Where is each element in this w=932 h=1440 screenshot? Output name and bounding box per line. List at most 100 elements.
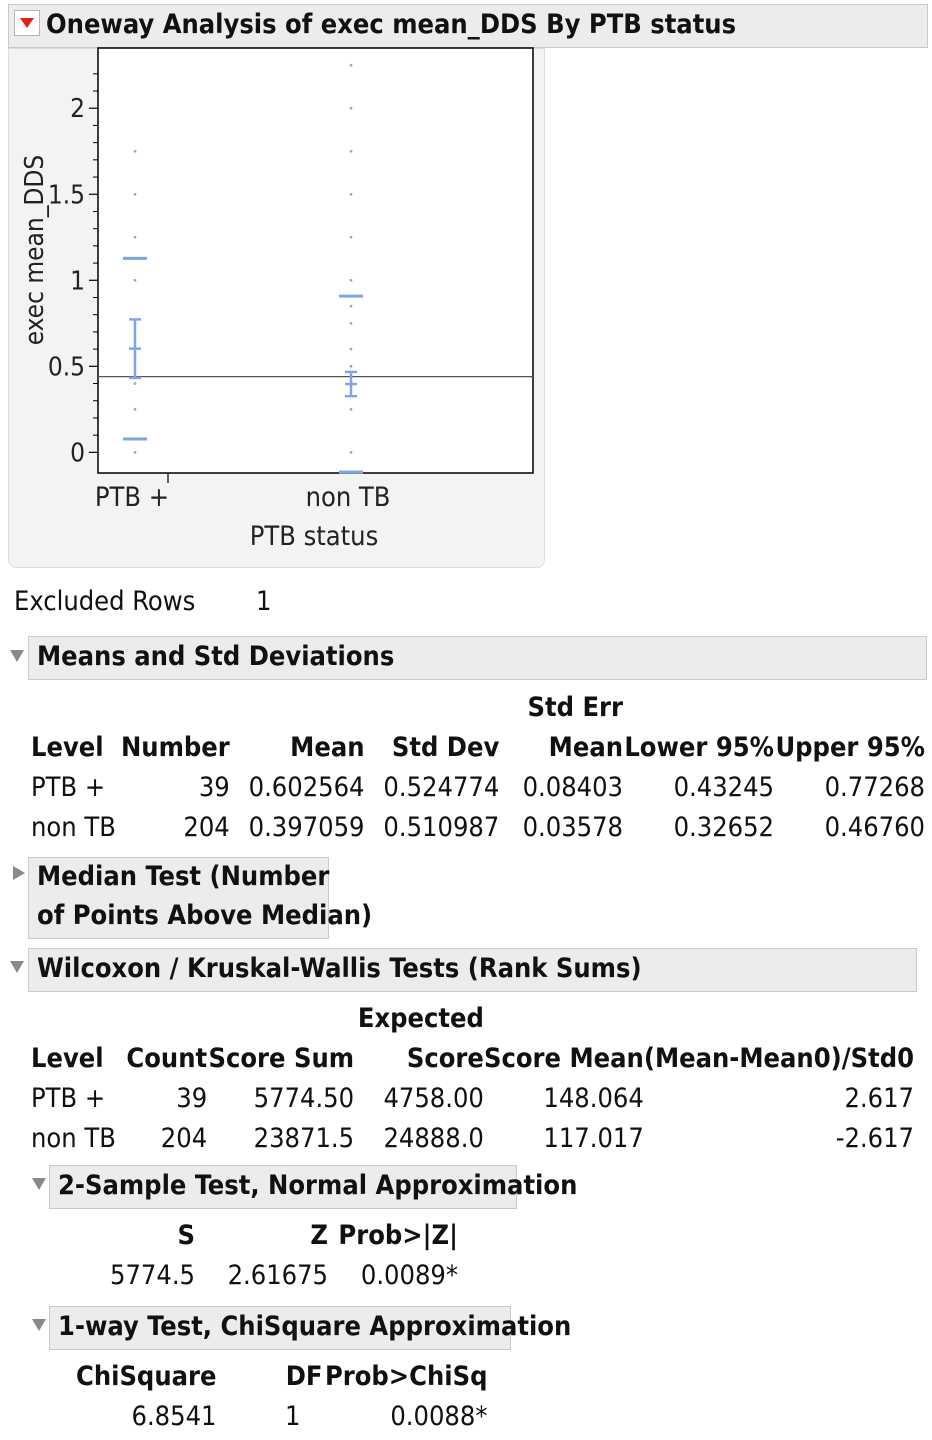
means-sd-table: Std Err Level Number Mean Std Dev Mean L… (31, 687, 925, 847)
col-header-number: Number (120, 731, 230, 763)
table-row: non TB 204 0.397059 0.510987 0.03578 0.3… (31, 807, 925, 847)
cell-score-sum: 5774.50 (253, 1082, 355, 1114)
data-point (133, 192, 137, 196)
disclosure-open-icon[interactable] (32, 1178, 46, 1190)
col-header-z: Z (310, 1219, 328, 1251)
cell-mean: 0.602564 (248, 771, 365, 803)
table-row: PTB + 39 0.602564 0.524774 0.08403 0.432… (31, 767, 925, 807)
data-point (349, 304, 353, 308)
col-header-std-dev: Std Dev (391, 731, 500, 763)
data-point (349, 321, 353, 325)
wilcoxon-table: Expected Level Count Score Sum Score Sco… (31, 998, 914, 1158)
col-header-mean: Mean (290, 731, 365, 763)
col-header-prob-z: Prob>|Z| (338, 1219, 458, 1251)
cell-upper-95: 0.46760 (824, 811, 925, 843)
y-tick-label: 1 (70, 266, 85, 296)
col-header-s: S (177, 1219, 196, 1251)
table-row: non TB 204 23871.5 24888.0 117.017 -2.61… (31, 1118, 914, 1158)
two-sample-header[interactable] (49, 1165, 517, 1209)
cell-expected-score: 4758.00 (383, 1082, 484, 1114)
cell-std-score: 2.617 (844, 1082, 914, 1114)
cell-level: PTB + (31, 1082, 106, 1114)
disclosure-open-icon[interactable] (32, 1319, 46, 1331)
y-tick-label: 2 (70, 94, 85, 124)
one-way-table: ChiSquare DF Prob>ChiSq 6.8541 1 0.0088* (76, 1356, 487, 1436)
disclosure-open-icon[interactable] (10, 961, 24, 973)
cell-chisquare: 6.8541 (131, 1400, 217, 1432)
cell-level: non TB (31, 811, 116, 843)
excluded-rows-label: Excluded Rows (14, 586, 196, 617)
data-point (349, 450, 353, 454)
excluded-rows-value: 1 (256, 586, 272, 617)
median-test-title-line2: of Points Above Median) (37, 900, 373, 931)
col-header-level: Level (31, 731, 104, 763)
wilcoxon-header[interactable] (28, 948, 917, 992)
y-tick-label: 0.5 (48, 352, 85, 382)
col-header-upper-95: Upper 95% (775, 731, 925, 763)
col-header-std-err-top: Std Err (527, 691, 624, 723)
col-header-expected-top: Expected (357, 1002, 484, 1034)
col-header-chisquare: ChiSquare (76, 1360, 217, 1392)
cell-std-dev: 0.510987 (383, 811, 500, 843)
y-axis-label: exec mean_DDS (20, 155, 50, 346)
wilcoxon-title: Wilcoxon / Kruskal-Wallis Tests (Rank Su… (37, 953, 642, 984)
data-point (349, 63, 353, 67)
cell-expected-score: 24888.0 (383, 1122, 484, 1154)
cell-s: 5774.5 (110, 1259, 195, 1291)
cell-level: non TB (31, 1122, 116, 1154)
col-header-std-score: (Mean-Mean0)/Std0 (643, 1042, 914, 1074)
cell-score-sum: 23871.5 (253, 1122, 355, 1154)
data-point (133, 235, 137, 239)
table-row: PTB + 39 5774.50 4758.00 148.064 2.617 (31, 1078, 914, 1118)
cell-count: 204 (160, 1122, 208, 1154)
y-tick-label: 0 (70, 438, 85, 468)
x-axis-label: PTB status (250, 521, 379, 552)
col-header-lower-95: Lower 95% (624, 731, 774, 763)
report-title: Oneway Analysis of exec mean_DDS By PTB … (46, 9, 737, 40)
col-header-prob-chisq: Prob>ChiSq (324, 1360, 488, 1392)
cell-lower-95: 0.43245 (673, 771, 774, 803)
report-header (8, 4, 928, 48)
data-point (349, 407, 353, 411)
cell-score-mean: 117.017 (543, 1122, 644, 1154)
x-axis: PTB + non TB (95, 473, 391, 513)
cell-std-err: 0.03578 (522, 811, 624, 843)
cell-number: 204 (183, 811, 230, 843)
data-point (133, 407, 137, 411)
x-tick-label: PTB + (95, 482, 169, 513)
cell-std-score: -2.617 (835, 1122, 914, 1154)
data-point (349, 364, 353, 368)
two-sample-title: 2-Sample Test, Normal Approximation (58, 1170, 578, 1201)
cell-df: 1 (285, 1400, 301, 1432)
one-way-title: 1-way Test, ChiSquare Approximation (58, 1311, 572, 1342)
data-point (133, 278, 137, 282)
cell-upper-95: 0.77268 (824, 771, 925, 803)
col-header-level: Level (31, 1042, 104, 1074)
data-point (349, 235, 353, 239)
cell-lower-95: 0.32652 (673, 811, 774, 843)
data-point (349, 278, 353, 282)
x-tick-label: non TB (306, 482, 391, 513)
means-sd-header[interactable] (28, 636, 927, 680)
cell-count: 39 (176, 1082, 208, 1114)
median-test-header[interactable] (28, 857, 329, 939)
y-tick-label: 1.5 (48, 180, 85, 210)
data-point (349, 106, 353, 110)
col-header-score-sum: Score Sum (208, 1042, 355, 1074)
col-header-std-err: Mean (548, 731, 624, 763)
disclosure-closed-icon[interactable] (13, 866, 25, 880)
cell-std-err: 0.08403 (522, 771, 624, 803)
red-triangle-menu-icon[interactable] (14, 10, 40, 36)
data-point (349, 192, 353, 196)
median-test-title-line1: Median Test (Number (37, 861, 330, 892)
means-sd-title: Means and Std Deviations (37, 641, 395, 672)
one-way-header[interactable] (49, 1306, 511, 1350)
col-header-count: Count (126, 1042, 208, 1074)
plot-frame (97, 47, 534, 474)
disclosure-open-icon[interactable] (10, 650, 24, 662)
y-axis: 0 0.5 1 1.5 2 (48, 73, 98, 468)
cell-level: PTB + (31, 771, 106, 803)
oneway-plot: 0 0.5 1 1.5 2 PTB + non TB exec mean_DDS PTB … (20, 47, 534, 552)
cell-number: 39 (198, 771, 230, 803)
col-header-score-mean: Score Mean (483, 1042, 644, 1074)
